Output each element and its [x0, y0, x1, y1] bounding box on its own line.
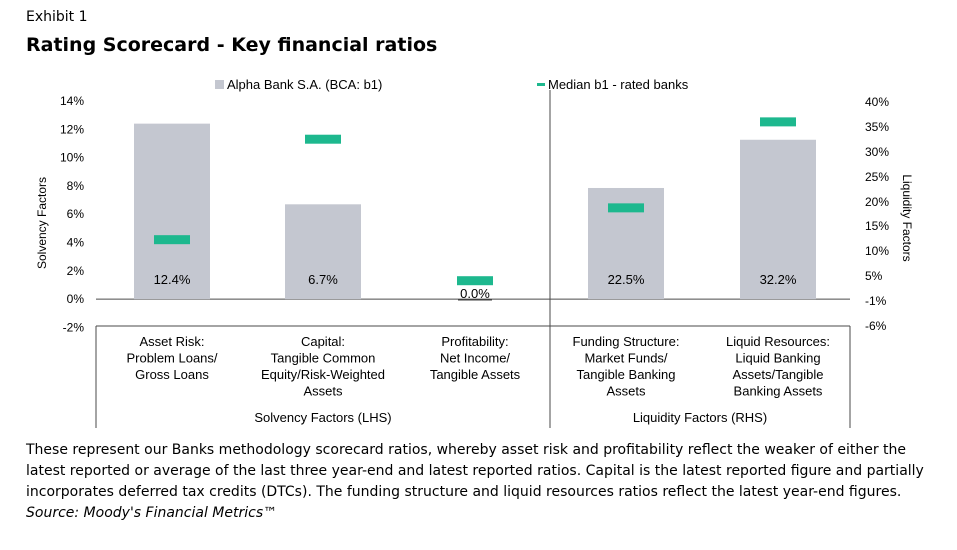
- right-tick-label: 5%: [865, 269, 883, 283]
- left-tick-label: 4%: [67, 236, 85, 250]
- data-label: 22.5%: [608, 272, 645, 287]
- exhibit-label: Exhibit 1: [26, 9, 88, 25]
- category-label: Equity/Risk-Weighted: [261, 367, 385, 382]
- chart-note: These represent our Banks methodology sc…: [26, 442, 924, 500]
- left-tick-label: 12%: [60, 122, 84, 136]
- chart-svg: 14% 12% 10% 8% 6% 4% 2% 0% -2% 40% 35% 30% 25% 20% 15%…: [35, 77, 914, 428]
- category-label: Capital:: [301, 334, 345, 349]
- category-label: Market Funds/: [584, 351, 667, 366]
- category-label: Assets/Tangible: [732, 367, 823, 382]
- category-label: Funding Structure:: [573, 334, 680, 349]
- right-tick-label: 35%: [865, 120, 889, 134]
- chart-title: Rating Scorecard - Key financial ratios: [26, 34, 438, 56]
- right-tick-label: -1%: [865, 294, 887, 308]
- group-label: Liquidity Factors (RHS): [633, 410, 767, 425]
- left-axis-title: Solvency Factors: [35, 177, 49, 269]
- category-label: Assets: [606, 384, 646, 399]
- category-label: Net Income/: [440, 351, 510, 366]
- category-label: Tangible Common: [271, 351, 376, 366]
- legend-swatch-marker: [537, 83, 545, 86]
- category-label: Problem Loans/: [126, 351, 217, 366]
- bar: [285, 204, 361, 300]
- category-label: Liquid Banking: [735, 351, 820, 366]
- right-tick-label: 40%: [865, 95, 889, 109]
- data-label: 0.0%: [460, 286, 490, 301]
- left-tick-label: -2%: [63, 320, 85, 334]
- category-label: Assets: [303, 384, 343, 399]
- left-tick-label: 8%: [67, 179, 85, 193]
- data-label: 12.4%: [154, 272, 191, 287]
- bar: [740, 139, 816, 300]
- data-label: 6.7%: [308, 272, 338, 287]
- category-label: Tangible Assets: [430, 367, 521, 382]
- median-marker: [154, 235, 190, 245]
- chart-source: Source: Moody's Financial Metrics™: [26, 505, 278, 521]
- group-label: Solvency Factors (LHS): [254, 410, 391, 425]
- left-tick-label: 10%: [60, 151, 84, 165]
- data-label: 32.2%: [760, 272, 797, 287]
- legend-label: Median b1 - rated banks: [548, 77, 689, 92]
- median-marker: [608, 203, 644, 213]
- right-tick-label: 30%: [865, 145, 889, 159]
- legend-swatch-bar: [215, 80, 224, 89]
- legend-label: Alpha Bank S.A. (BCA: b1): [227, 77, 382, 92]
- right-tick-label: 10%: [865, 244, 889, 258]
- category-label: Banking Assets: [734, 384, 823, 399]
- left-tick-label: 14%: [60, 94, 84, 108]
- category-label: Tangible Banking: [576, 367, 675, 382]
- median-marker: [457, 276, 493, 286]
- right-tick-label: 20%: [865, 195, 889, 209]
- right-tick-label: -6%: [865, 319, 887, 333]
- left-tick-label: 6%: [67, 207, 85, 221]
- category-label: Asset Risk:: [139, 334, 204, 349]
- category-label: Gross Loans: [135, 367, 209, 382]
- category-label: Liquid Resources:: [726, 334, 830, 349]
- category-label: Profitability:: [441, 334, 508, 349]
- median-marker: [305, 134, 341, 144]
- right-axis-title: Liquidity Factors: [900, 174, 914, 261]
- right-tick-label: 25%: [865, 170, 889, 184]
- bar: [134, 123, 210, 300]
- left-tick-label: 0%: [67, 292, 85, 306]
- median-marker: [760, 117, 796, 127]
- right-tick-label: 15%: [865, 219, 889, 233]
- left-tick-label: 2%: [67, 264, 85, 278]
